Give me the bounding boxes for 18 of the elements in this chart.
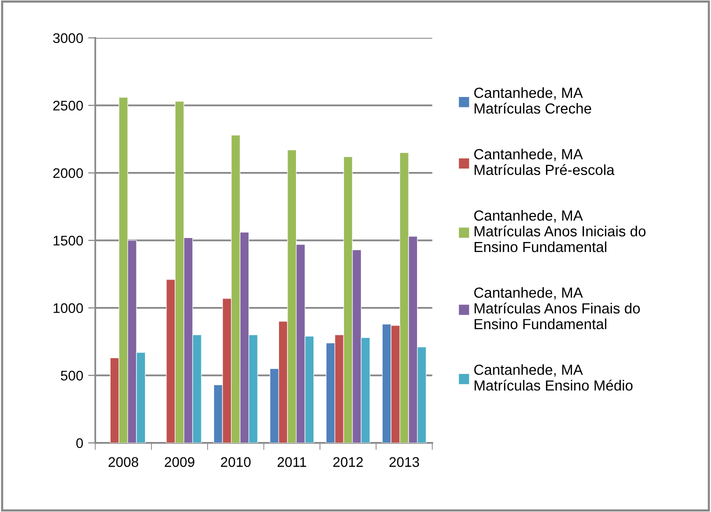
x-tick-label: 2012 bbox=[333, 457, 363, 467]
y-tick-label: 0 bbox=[76, 438, 83, 448]
x-tick-label: 2009 bbox=[164, 457, 194, 467]
legend-label: Cantanhede, MA Matrículas Creche bbox=[474, 87, 592, 114]
legend-label: Cantanhede, MA Matrículas Anos Iniciais do Ensino Fundamental bbox=[474, 210, 646, 252]
y-tick-label: 1500 bbox=[54, 236, 83, 246]
legend-label: Cantanhede, MA Matrículas Ensino Médio bbox=[474, 364, 633, 391]
legend-label: Cantanhede, MA Matrículas Pré-escola bbox=[474, 148, 614, 176]
y-tick-label: 2500 bbox=[53, 100, 83, 111]
y-tick-label: 500 bbox=[60, 370, 83, 381]
x-tick-label: 2008 bbox=[108, 457, 138, 467]
x-tick-label: 2011 bbox=[278, 457, 306, 467]
y-tick-label: 3000 bbox=[53, 33, 83, 44]
y-tick-label: 1000 bbox=[54, 303, 83, 314]
x-tick-label: 2010 bbox=[220, 457, 251, 467]
x-tick-label: 2013 bbox=[389, 457, 420, 467]
y-tick-label: 2000 bbox=[53, 168, 83, 178]
legend-label: Cantanhede, MA Matrículas Anos Finais do Ensino Fundamental bbox=[474, 287, 640, 330]
